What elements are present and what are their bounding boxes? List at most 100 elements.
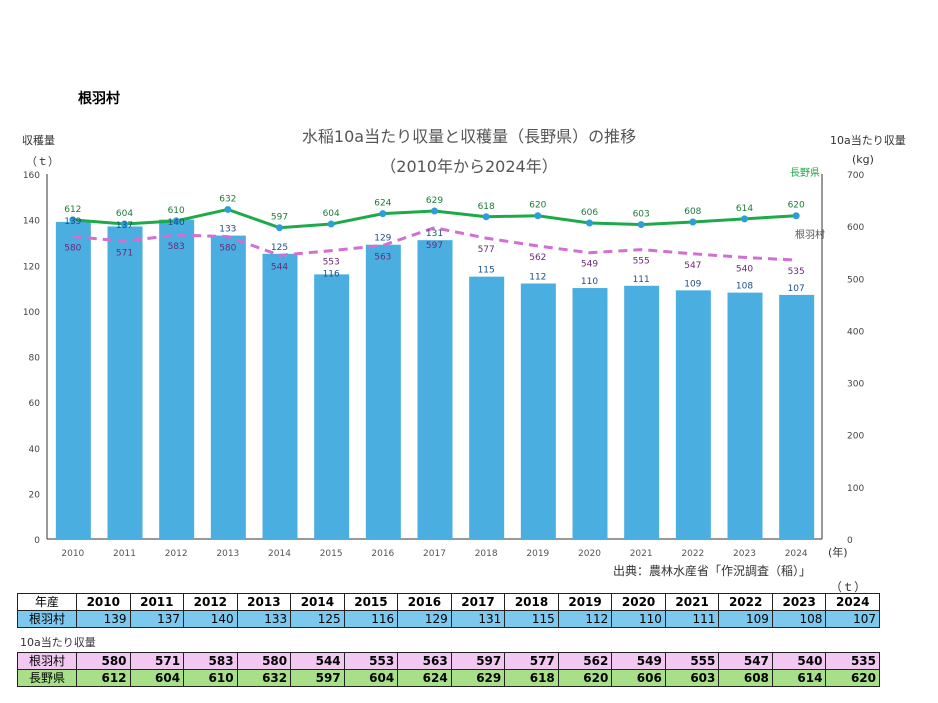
year-cell: 2019	[557, 593, 613, 611]
row-label: 長野県	[17, 669, 77, 687]
x-tick-label: 2014	[268, 549, 291, 559]
bar-label: 129	[374, 234, 391, 244]
harvest-cell: 139	[76, 610, 131, 628]
bar	[572, 288, 608, 539]
nagano-label: 606	[581, 208, 598, 218]
x-tick-label: 2021	[630, 549, 653, 559]
nagano-point	[276, 224, 283, 232]
nebamura-yield-cell: 583	[183, 652, 238, 670]
nagano-label: 608	[684, 207, 701, 217]
harvest-cell: 109	[718, 610, 773, 628]
nebamura-label: 583	[168, 242, 185, 252]
harvest-cell: 131	[450, 610, 506, 628]
left-tick-label: 60	[29, 399, 41, 409]
year-cell: 2021	[664, 593, 720, 611]
harvest-cell: 140	[183, 610, 238, 628]
right-axis-unit: (kg)	[852, 153, 874, 166]
nebamura-label: 544	[271, 262, 288, 272]
year-cell: 2010	[76, 593, 131, 611]
nagano-point	[637, 221, 645, 229]
x-tick-label: 2024	[785, 549, 808, 559]
year-cell: 2017	[450, 593, 506, 611]
nagano-point	[69, 216, 77, 224]
harvest-cell: 112	[557, 610, 613, 628]
left-tick-label: 120	[23, 262, 40, 272]
year-cell: 2015	[343, 593, 399, 611]
nebamura-yield-cell: 540	[771, 652, 827, 670]
nebamura-yield-cell: 563	[397, 652, 452, 670]
nebamura-yield-cell: 580	[76, 652, 131, 670]
bar	[779, 294, 815, 539]
nebamura-yield-cell: 577	[504, 652, 559, 670]
nebamura-label: 571	[116, 248, 133, 258]
nagano-yield-cell: 610	[183, 669, 238, 687]
nebamura-label: 580	[219, 244, 236, 254]
nagano-yield-cell: 612	[76, 669, 131, 687]
x-tick-label: 2022	[681, 549, 704, 559]
nagano-label: 604	[116, 209, 133, 219]
nagano-point	[586, 219, 593, 227]
bar	[159, 219, 195, 539]
nagano-yield-cell: 624	[397, 669, 452, 687]
bar-label: 116	[323, 270, 340, 280]
chart-canvas: 0 20 40 60 80 100 120 140 160 0 100 200 300 400 500 600…	[23, 171, 865, 559]
nebamura-yield-cell: 544	[290, 652, 345, 670]
nagano-yield-cell: 603	[664, 669, 720, 687]
bar	[469, 276, 505, 539]
nagano-point	[741, 215, 748, 223]
nagano-yield-cell: 604	[129, 669, 185, 687]
bar-label: 137	[116, 221, 133, 231]
bar	[520, 283, 556, 539]
x-tick-label: 2020	[578, 549, 601, 559]
year-cell: 2012	[183, 593, 238, 611]
bar	[675, 290, 711, 539]
nagano-point	[792, 212, 800, 220]
year-header: 年産	[17, 593, 77, 611]
chart-title-block: 水稲10a当たり収量と収穫量（長野県）の推移 （2010年から2024年）	[0, 122, 938, 182]
bar	[314, 274, 350, 539]
year-cell: 2013	[236, 593, 292, 611]
nebamura-yield-cell: 547	[718, 652, 773, 670]
left-axis-label: 収穫量	[22, 134, 55, 147]
nagano-yield-cell: 608	[718, 669, 773, 687]
legend-nebamura: 根羽村	[795, 230, 825, 241]
right-tick-label: 600	[847, 223, 864, 233]
nagano-yield-cell: 629	[450, 669, 506, 687]
bar-label: 139	[64, 217, 81, 227]
bar	[262, 253, 298, 539]
nebamura-label: 577	[478, 245, 495, 255]
left-tick-label: 0	[34, 536, 40, 546]
nagano-yield-cell: 614	[771, 669, 827, 687]
harvest-cell: 125	[290, 610, 345, 628]
nagano-yield-cell: 632	[236, 669, 292, 687]
harvest-cell: 108	[771, 610, 827, 628]
nagano-point	[534, 212, 542, 220]
nagano-point	[172, 217, 180, 225]
x-tick-label: 2010	[61, 549, 84, 559]
left-tick-label: 100	[23, 308, 40, 318]
nebamura-yield-cell: 580	[236, 652, 292, 670]
year-cell: 2023	[771, 593, 827, 611]
bar-label: 111	[633, 275, 650, 285]
nebamura-label: 555	[633, 257, 650, 267]
nebamura-yield-cell: 549	[611, 652, 666, 670]
nagano-label: 610	[168, 206, 185, 216]
harvest-cell: 133	[236, 610, 292, 628]
year-cell: 2016	[397, 593, 452, 611]
nagano-point	[121, 220, 128, 228]
x-tick-label: 2013	[216, 549, 239, 559]
year-cell: 2020	[611, 593, 666, 611]
nagano-point	[327, 220, 335, 228]
bar-label: 140	[168, 218, 185, 228]
village-name: 根羽村	[78, 91, 120, 107]
harvest-cell: 137	[129, 610, 185, 628]
legend-nagano: 長野県	[790, 168, 820, 179]
left-tick-label: 80	[29, 354, 41, 364]
x-tick-label: 2011	[113, 549, 136, 559]
right-tick-label: 100	[847, 484, 864, 494]
nagano-yield-cell: 597	[290, 669, 345, 687]
bar-label: 112	[529, 273, 546, 283]
nebamura-yield-cell: 553	[343, 652, 399, 670]
nagano-label: 620	[788, 201, 805, 211]
nagano-point	[224, 205, 232, 213]
